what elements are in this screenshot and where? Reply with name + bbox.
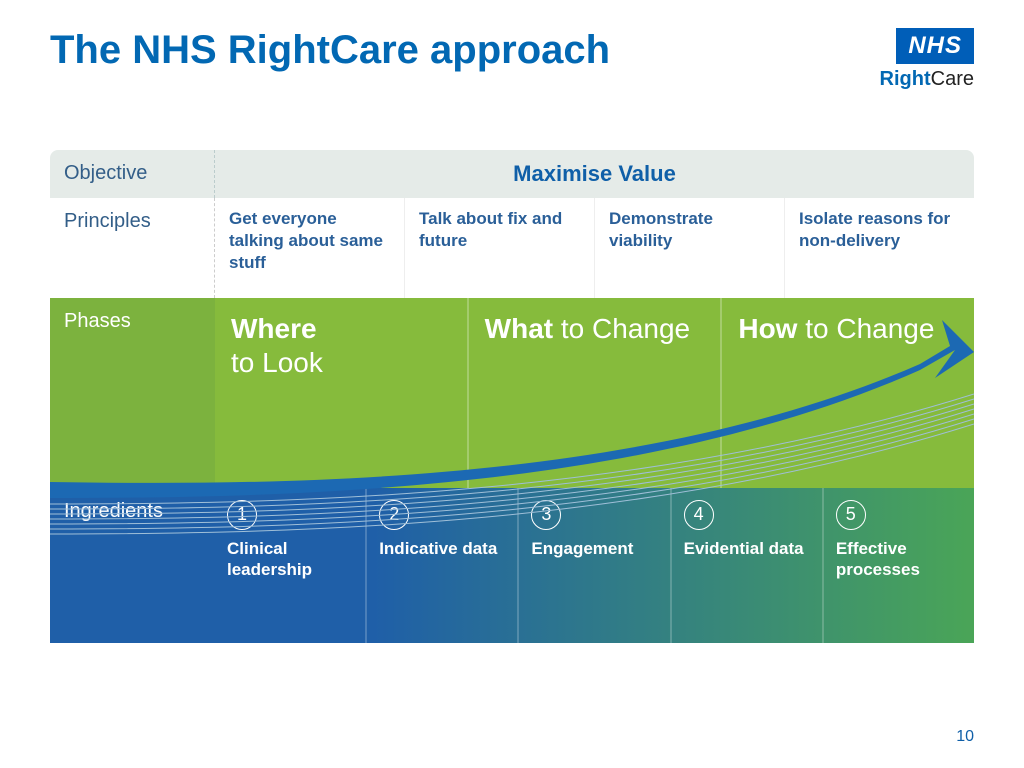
phase-item: Whereto Look — [215, 298, 467, 488]
ingredients-label: Ingredients — [50, 488, 215, 643]
nhs-logo-box: NHS — [896, 28, 974, 64]
phase-rest: to Change — [805, 313, 934, 344]
ingredients-list: 1 Clinical leadership 2 Indicative data 3 E… — [215, 488, 974, 643]
phase-item: How to Change — [720, 298, 974, 488]
principles-label: Principles — [50, 198, 215, 298]
ingredient-number: 2 — [379, 500, 409, 530]
ingredient-number: 5 — [836, 500, 866, 530]
principle-item: Talk about fix and future — [404, 198, 594, 298]
phase-rest: to Look — [231, 347, 323, 378]
row-objective: Objective Maximise Value — [50, 150, 974, 198]
phase-bold: How — [738, 313, 797, 344]
ingredient-item: 1 Clinical leadership — [215, 488, 365, 643]
principle-item: Isolate reasons for non-delivery — [784, 198, 974, 298]
principle-item: Get everyone talking about same stuff — [215, 198, 404, 298]
ingredient-number: 3 — [531, 500, 561, 530]
phases-label: Phases — [50, 298, 215, 488]
ingredient-item: 3 Engagement — [517, 488, 669, 643]
phase-bold: What — [485, 313, 553, 344]
phase-item: What to Change — [467, 298, 721, 488]
page-number: 10 — [956, 728, 974, 746]
nhs-logo-subtext: RightCare — [880, 68, 974, 91]
principle-item: Demonstrate viability — [594, 198, 784, 298]
objective-value: Maximise Value — [215, 150, 974, 198]
principles-list: Get everyone talking about same stuff Ta… — [215, 198, 974, 298]
ingredient-item: 4 Evidential data — [670, 488, 822, 643]
ingredient-item: 2 Indicative data — [365, 488, 517, 643]
logo-sub-right: Care — [931, 68, 974, 90]
ingredient-label-text: Evidential data — [684, 538, 810, 559]
ingredient-item: 5 Effective processes — [822, 488, 974, 643]
ingredient-label-text: Indicative data — [379, 538, 505, 559]
ingredient-number: 4 — [684, 500, 714, 530]
ingredient-number: 1 — [227, 500, 257, 530]
ingredient-label-text: Engagement — [531, 538, 657, 559]
logo-sub-left: Right — [880, 68, 931, 90]
row-phases: Phases Whereto Look What to Change How t… — [50, 298, 974, 488]
ingredient-label-text: Effective processes — [836, 538, 962, 581]
slide: The NHS RightCare approach NHS RightCare… — [0, 0, 1024, 768]
ingredient-label-text: Clinical leadership — [227, 538, 353, 581]
row-principles: Principles Get everyone talking about sa… — [50, 198, 974, 298]
page-title: The NHS RightCare approach — [50, 28, 610, 73]
phase-bold: Where — [231, 313, 317, 344]
rightcare-diagram: Objective Maximise Value Principles Get … — [50, 150, 974, 680]
phases-list: Whereto Look What to Change How to Chang… — [215, 298, 974, 488]
nhs-logo: NHS RightCare — [880, 28, 974, 91]
row-ingredients: Ingredients 1 Clinical leadership 2 Indica… — [50, 488, 974, 643]
objective-label: Objective — [50, 150, 215, 198]
header: The NHS RightCare approach NHS RightCare — [0, 0, 1024, 101]
phase-rest: to Change — [561, 313, 690, 344]
